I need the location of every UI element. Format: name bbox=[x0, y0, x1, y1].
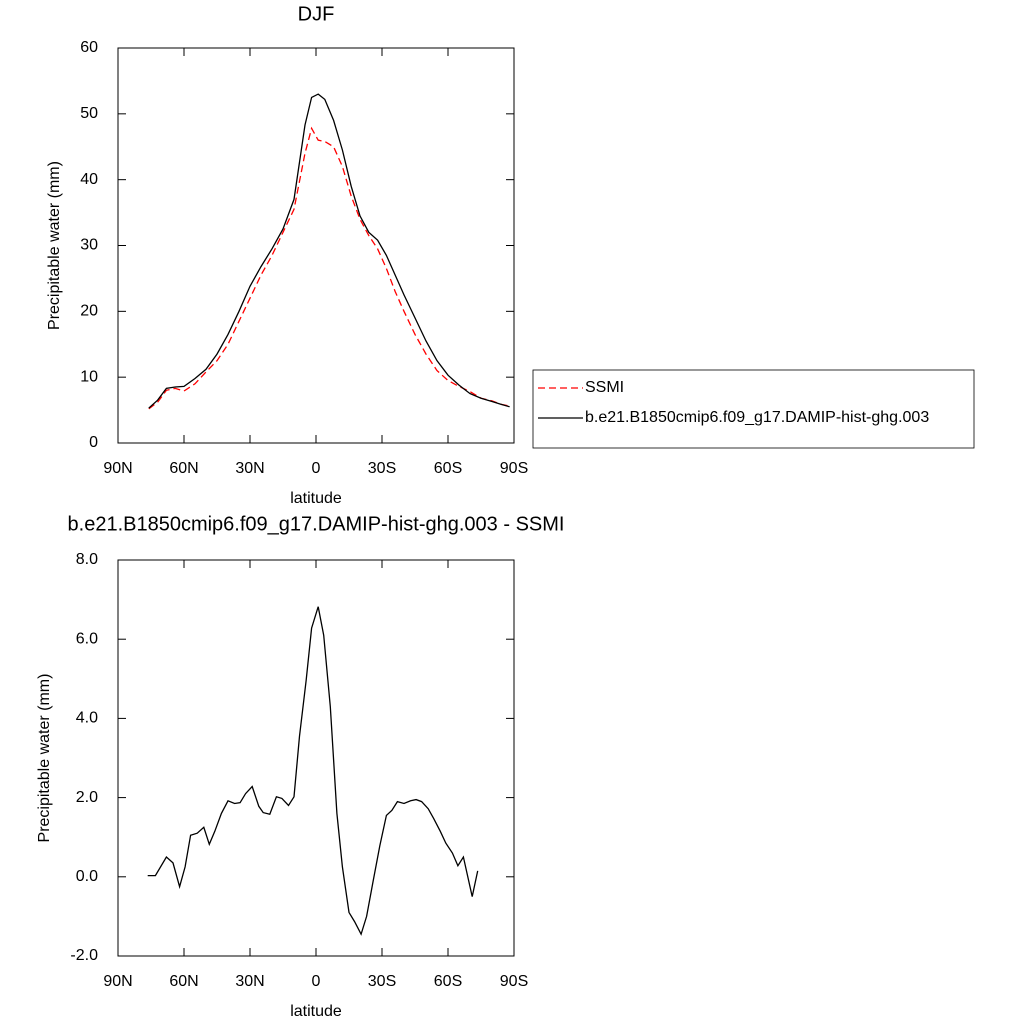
y-tick-label: -2.0 bbox=[70, 947, 98, 964]
x-tick-label: 30N bbox=[235, 460, 264, 477]
legend-label: SSMI bbox=[585, 379, 624, 396]
y-tick-label: 60 bbox=[80, 39, 98, 56]
y-tick-label: 10 bbox=[80, 368, 98, 385]
y-tick-label: 40 bbox=[80, 171, 98, 188]
x-tick-label: 0 bbox=[312, 973, 321, 990]
x-axis-label: latitude bbox=[290, 490, 342, 507]
y-tick-label: 2.0 bbox=[76, 789, 98, 806]
data-line bbox=[148, 126, 510, 410]
plot-frame bbox=[117, 559, 515, 957]
x-tick-label: 0 bbox=[312, 460, 321, 477]
x-tick-label: 60S bbox=[434, 973, 462, 990]
y-tick-label: 50 bbox=[80, 105, 98, 122]
x-tick-label: 30N bbox=[235, 973, 264, 990]
y-tick-label: 20 bbox=[80, 303, 98, 320]
y-tick-label: 6.0 bbox=[76, 630, 98, 647]
x-tick-label: 90S bbox=[500, 973, 528, 990]
y-tick-label: 30 bbox=[80, 237, 98, 254]
x-tick-label: 90N bbox=[103, 973, 132, 990]
x-tick-label: 60N bbox=[169, 460, 198, 477]
data-line bbox=[148, 93, 510, 409]
x-tick-label: 90N bbox=[103, 460, 132, 477]
y-tick-label: 4.0 bbox=[76, 710, 98, 727]
y-axis-label: Precipitable water (mm) bbox=[46, 161, 63, 330]
chart-title: DJF bbox=[298, 3, 335, 25]
data-line bbox=[147, 606, 479, 936]
x-tick-label: 90S bbox=[500, 460, 528, 477]
x-axis-label: latitude bbox=[290, 1003, 342, 1020]
x-tick-label: 60N bbox=[169, 973, 198, 990]
x-tick-label: 30S bbox=[368, 460, 396, 477]
legend-label: b.e21.B1850cmip6.f09_g17.DAMIP-hist-ghg.… bbox=[585, 409, 929, 426]
legend-frame bbox=[532, 369, 975, 449]
chart-title: b.e21.B1850cmip6.f09_g17.DAMIP-hist-ghg.… bbox=[68, 513, 565, 535]
y-tick-label: 8.0 bbox=[76, 551, 98, 568]
y-tick-label: 0 bbox=[89, 434, 98, 451]
x-tick-label: 60S bbox=[434, 460, 462, 477]
y-tick-label: 0.0 bbox=[76, 868, 98, 885]
x-tick-label: 30S bbox=[368, 973, 396, 990]
y-axis-label: Precipitable water (mm) bbox=[36, 674, 53, 843]
